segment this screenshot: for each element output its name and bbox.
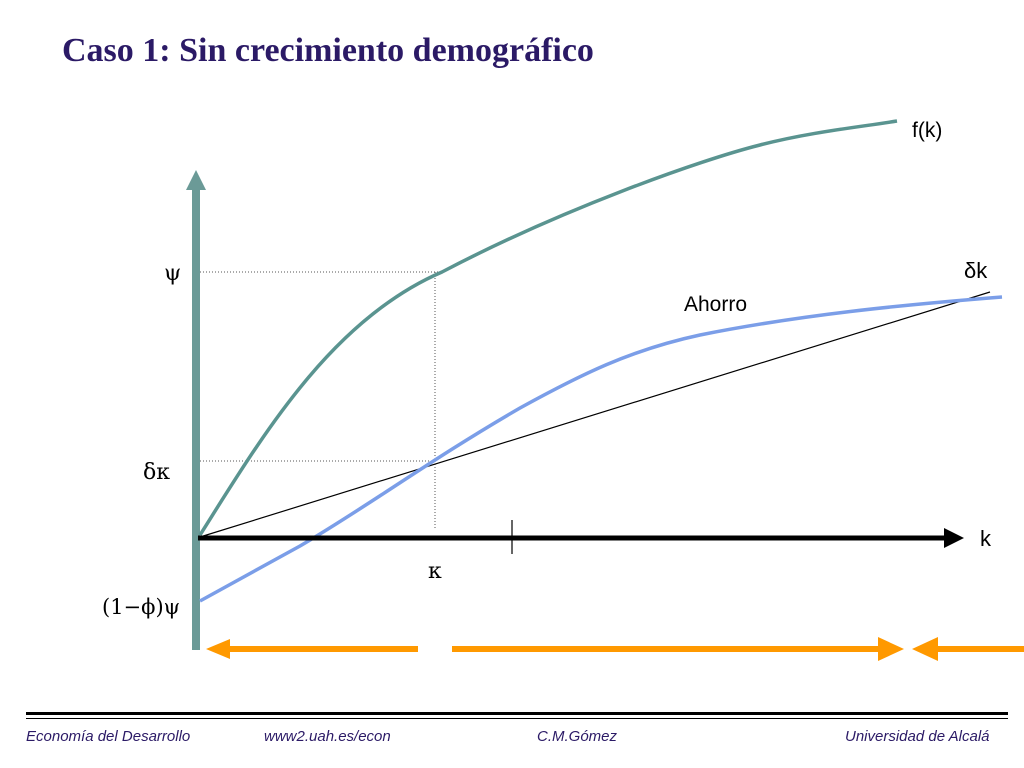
footer-author: C.M.Gómez bbox=[537, 728, 618, 745]
production-curve-label: f(k) bbox=[912, 119, 942, 142]
footer-university: Universidad de Alcalá bbox=[845, 728, 990, 745]
footer-rule-thin bbox=[26, 718, 1008, 719]
right-arrow-head bbox=[878, 637, 904, 661]
footer-website: www2.uah.es/econ bbox=[264, 728, 391, 745]
y-intercept-marker: (1−ϕ)ψ bbox=[102, 595, 180, 619]
left-arrow-2-head bbox=[912, 637, 938, 661]
y-axis bbox=[192, 188, 200, 650]
y-output-marker: ψ bbox=[164, 261, 181, 286]
slide-title: Caso 1: Sin crecimiento demográfico bbox=[62, 32, 594, 69]
savings-curve-label: Ahorro bbox=[684, 293, 747, 316]
x-steady-state-marker: κ bbox=[428, 559, 442, 584]
x-axis-arrowhead bbox=[944, 528, 964, 548]
savings-curve bbox=[199, 295, 1003, 603]
y-depreciation-marker: δκ bbox=[143, 460, 170, 485]
production-curve bbox=[198, 119, 898, 536]
growth-diagram: f(k) δk Ahorro k ψ δκ (1−ϕ)ψ κ bbox=[102, 119, 1024, 661]
depreciation-line-label: δk bbox=[964, 258, 988, 283]
x-axis-label: k bbox=[980, 526, 992, 551]
footer-course: Economía del Desarrollo bbox=[26, 728, 191, 745]
depreciation-line bbox=[199, 291, 991, 538]
left-arrow-head bbox=[206, 639, 230, 659]
footer-rule-thick bbox=[26, 712, 1008, 715]
y-axis-arrowhead bbox=[186, 170, 206, 190]
